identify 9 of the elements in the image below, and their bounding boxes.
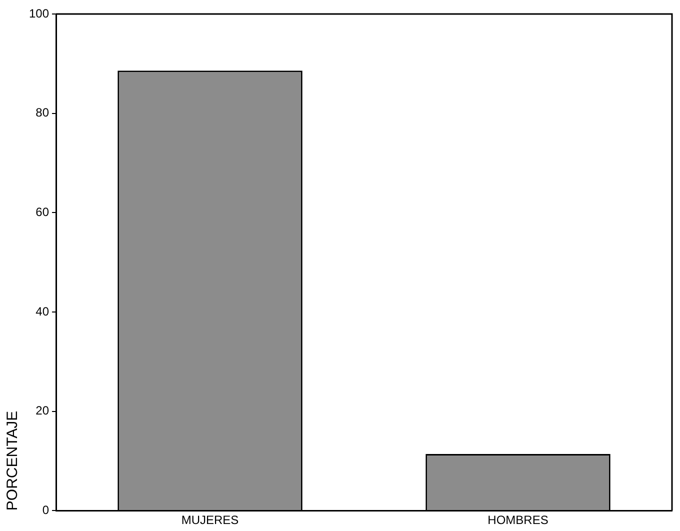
y-tick-label: 20 [36,404,50,418]
y-tick-label: 40 [36,304,50,318]
x-tick-label: MUJERES [181,513,239,528]
y-tick-label: 100 [28,6,50,20]
x-tick-label: HOMBRES [488,513,548,528]
y-axis-title: PORCENTAJE [4,410,22,511]
y-tick-label: 0 [42,502,50,517]
y-tick-label: 80 [36,106,50,120]
y-tick-label: 60 [36,204,50,219]
